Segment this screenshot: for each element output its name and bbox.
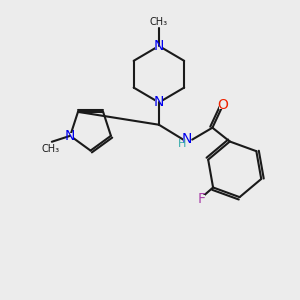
FancyBboxPatch shape	[199, 196, 206, 202]
FancyBboxPatch shape	[182, 137, 196, 145]
Text: O: O	[218, 98, 228, 112]
FancyBboxPatch shape	[219, 102, 227, 109]
Text: N: N	[154, 95, 164, 110]
Text: H: H	[178, 139, 186, 149]
FancyBboxPatch shape	[66, 133, 74, 139]
FancyBboxPatch shape	[155, 99, 163, 106]
Text: CH₃: CH₃	[150, 16, 168, 27]
Text: CH₃: CH₃	[41, 144, 59, 154]
Text: N: N	[182, 132, 192, 146]
Text: N: N	[154, 39, 164, 53]
Text: F: F	[198, 192, 206, 206]
FancyBboxPatch shape	[155, 43, 163, 49]
Text: N: N	[65, 129, 75, 143]
